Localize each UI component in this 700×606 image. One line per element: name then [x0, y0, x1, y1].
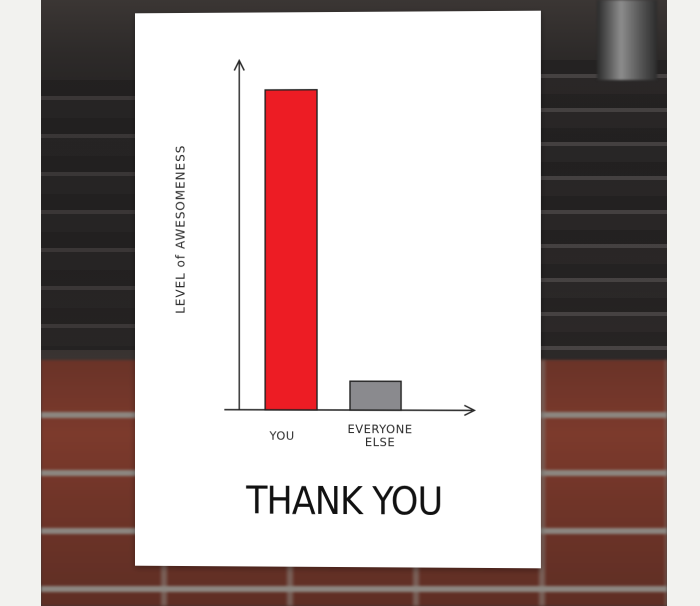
bar-everyone-else	[350, 381, 401, 410]
thank-you-message: THANK YOU	[206, 478, 482, 523]
y-axis-label: LEVEL of AWESOMENESS	[174, 115, 192, 344]
bar-you	[265, 90, 317, 410]
fireplace-grate-right	[537, 60, 667, 360]
x-axis	[224, 410, 472, 411]
chart-bars	[265, 89, 401, 410]
metal-pipe	[597, 0, 657, 80]
fireplace-grate-left	[41, 80, 136, 350]
x-tick-label-everyone-else: EVERYONE ELSE	[330, 423, 430, 449]
chart-axes	[224, 59, 474, 415]
greeting-card: LEVEL of AWESOMENESS YOU EVERYONE ELSE T…	[135, 11, 541, 569]
x-tick-label-you: YOU	[252, 430, 312, 443]
